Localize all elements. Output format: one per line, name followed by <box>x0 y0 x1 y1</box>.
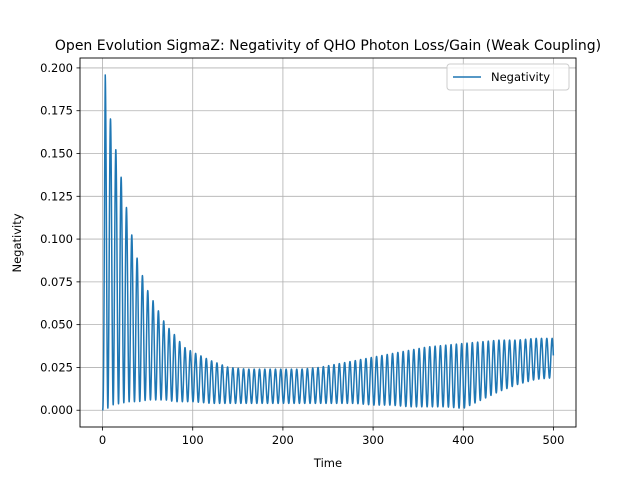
legend-box <box>446 63 570 91</box>
y-tick-label: 0.100 <box>40 232 73 246</box>
y-tick-label: 0.175 <box>40 104 73 118</box>
chart-title: Open Evolution SigmaZ: Negativity of QHO… <box>55 38 601 54</box>
y-tick-label: 0.200 <box>40 61 73 75</box>
x-tick-label: 300 <box>362 433 384 447</box>
y-tick-label: 0.150 <box>40 147 73 161</box>
y-tick-label: 0.000 <box>40 403 73 417</box>
y-tick-label: 0.050 <box>40 318 73 332</box>
y-axis-label: Negativity <box>10 213 24 272</box>
x-tick-label: 500 <box>542 433 564 447</box>
x-axis-label: Time <box>313 456 342 470</box>
legend-label: Negativity <box>491 70 550 84</box>
x-tick-label: 0 <box>99 433 106 447</box>
y-tick-label: 0.025 <box>40 360 73 374</box>
y-tick-label: 0.125 <box>40 189 73 203</box>
plot-frame <box>79 57 577 428</box>
series-line-negativity <box>101 74 555 411</box>
y-tick-label: 0.075 <box>40 275 73 289</box>
axis-ticks: 0 100 200 300 400 500 0.000 0.025 0.050 0.075 0.10… <box>40 61 564 447</box>
series-layer <box>101 74 555 411</box>
x-tick-label: 200 <box>272 433 294 447</box>
x-tick-label: 400 <box>452 433 474 447</box>
legend: Negativity <box>446 63 570 91</box>
x-tick-label: 100 <box>182 433 204 447</box>
